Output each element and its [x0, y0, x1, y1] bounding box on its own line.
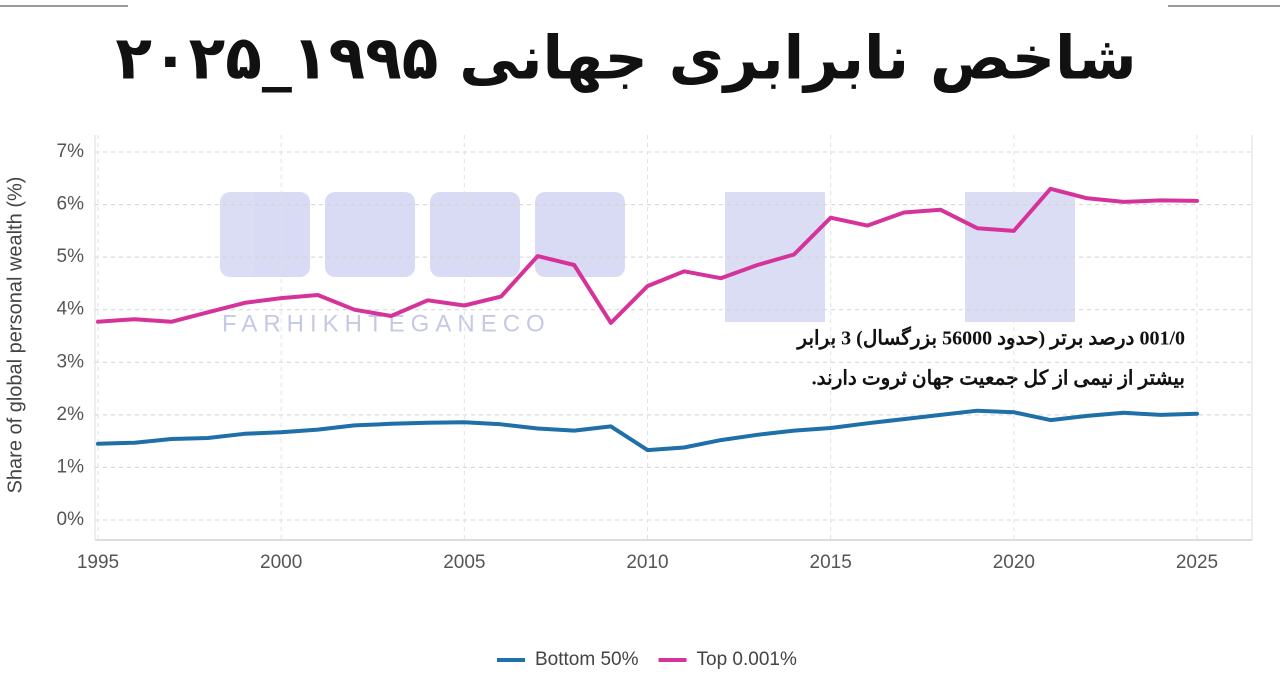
y-tick-label: 1% — [57, 456, 85, 477]
chart-title: شاخص نابرابری جهانی ۱۹۹۵_۲۰۲۵ — [115, 24, 1136, 94]
series-line — [96, 408, 1199, 453]
y-tick-label: 4% — [57, 299, 85, 320]
legend: Bottom 50% Top 0.001% — [497, 649, 797, 670]
y-tick-label: 3% — [57, 351, 85, 372]
legend-label: Top 0.001% — [697, 649, 797, 670]
x-tick-label: 2025 — [1176, 552, 1218, 573]
series-line — [96, 186, 1199, 325]
y-tick-label: 6% — [57, 194, 85, 215]
y-tick-label: 5% — [57, 246, 85, 267]
y-tick-label: 2% — [57, 404, 85, 425]
x-tick-label: 2005 — [443, 552, 485, 573]
annotation: 001/0 درصد برتر (حدود 56000 بزرگسال) 3 ب… — [795, 326, 1185, 351]
x-tick-label: 2015 — [810, 552, 852, 573]
x-tick-label: 1995 — [77, 552, 119, 573]
y-tick-label: 0% — [57, 509, 85, 530]
x-tick-label: 2020 — [993, 552, 1035, 573]
x-tick-label: 2010 — [626, 552, 668, 573]
annotation: بیشتر از نیمی از کل جمعیت جهان ثروت دارن… — [812, 368, 1185, 391]
legend-label: Bottom 50% — [535, 649, 639, 670]
y-axis-label: Share of global personal wealth (%) — [4, 177, 26, 494]
y-tick-label: 7% — [57, 141, 85, 162]
x-tick-label: 2000 — [260, 552, 302, 573]
